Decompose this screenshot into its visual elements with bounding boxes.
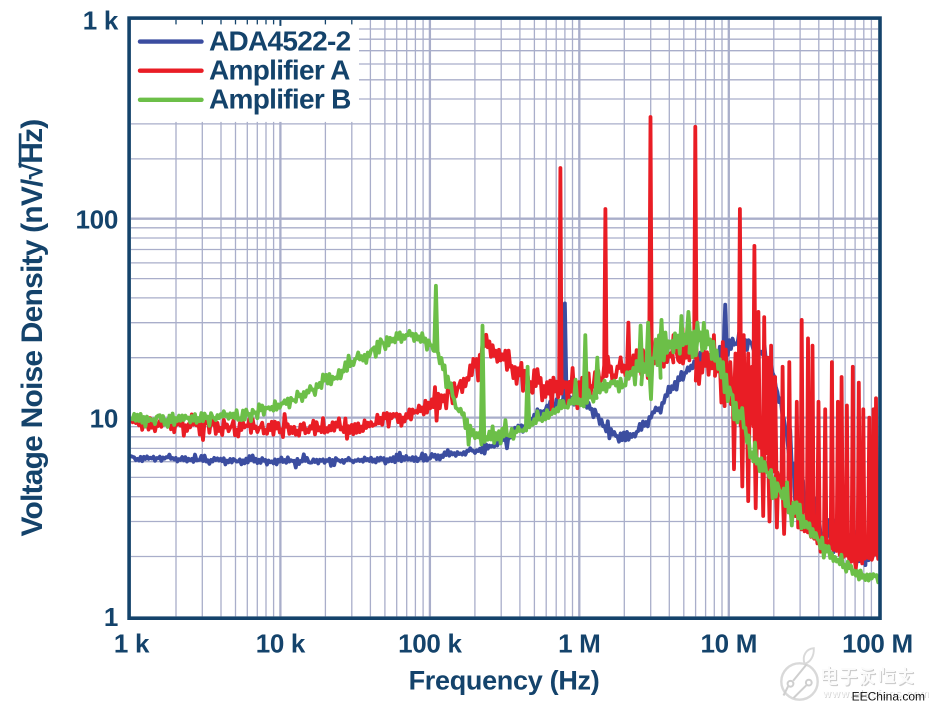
- svg-text:10 M: 10 M: [700, 629, 757, 659]
- svg-text:100: 100: [76, 204, 118, 234]
- svg-text:1 k: 1 k: [83, 6, 119, 36]
- svg-text:100 M: 100 M: [842, 629, 913, 659]
- svg-text:Amplifier A: Amplifier A: [209, 55, 350, 86]
- svg-text:Voltage Noise Density (nV/√Hz): Voltage Noise Density (nV/√Hz): [16, 120, 49, 537]
- svg-text:100 k: 100 k: [398, 629, 462, 659]
- svg-text:1 M: 1 M: [558, 629, 600, 659]
- svg-text:Amplifier B: Amplifier B: [209, 84, 351, 115]
- svg-text:10 k: 10 k: [256, 629, 306, 659]
- svg-text:1 k: 1 k: [114, 629, 150, 659]
- svg-text:EEChina.com: EEChina.com: [852, 690, 925, 704]
- svg-text:1: 1: [104, 602, 118, 632]
- svg-text:ADA4522-2: ADA4522-2: [209, 25, 351, 56]
- svg-text:10: 10: [90, 403, 118, 433]
- svg-text:Frequency (Hz): Frequency (Hz): [409, 666, 600, 696]
